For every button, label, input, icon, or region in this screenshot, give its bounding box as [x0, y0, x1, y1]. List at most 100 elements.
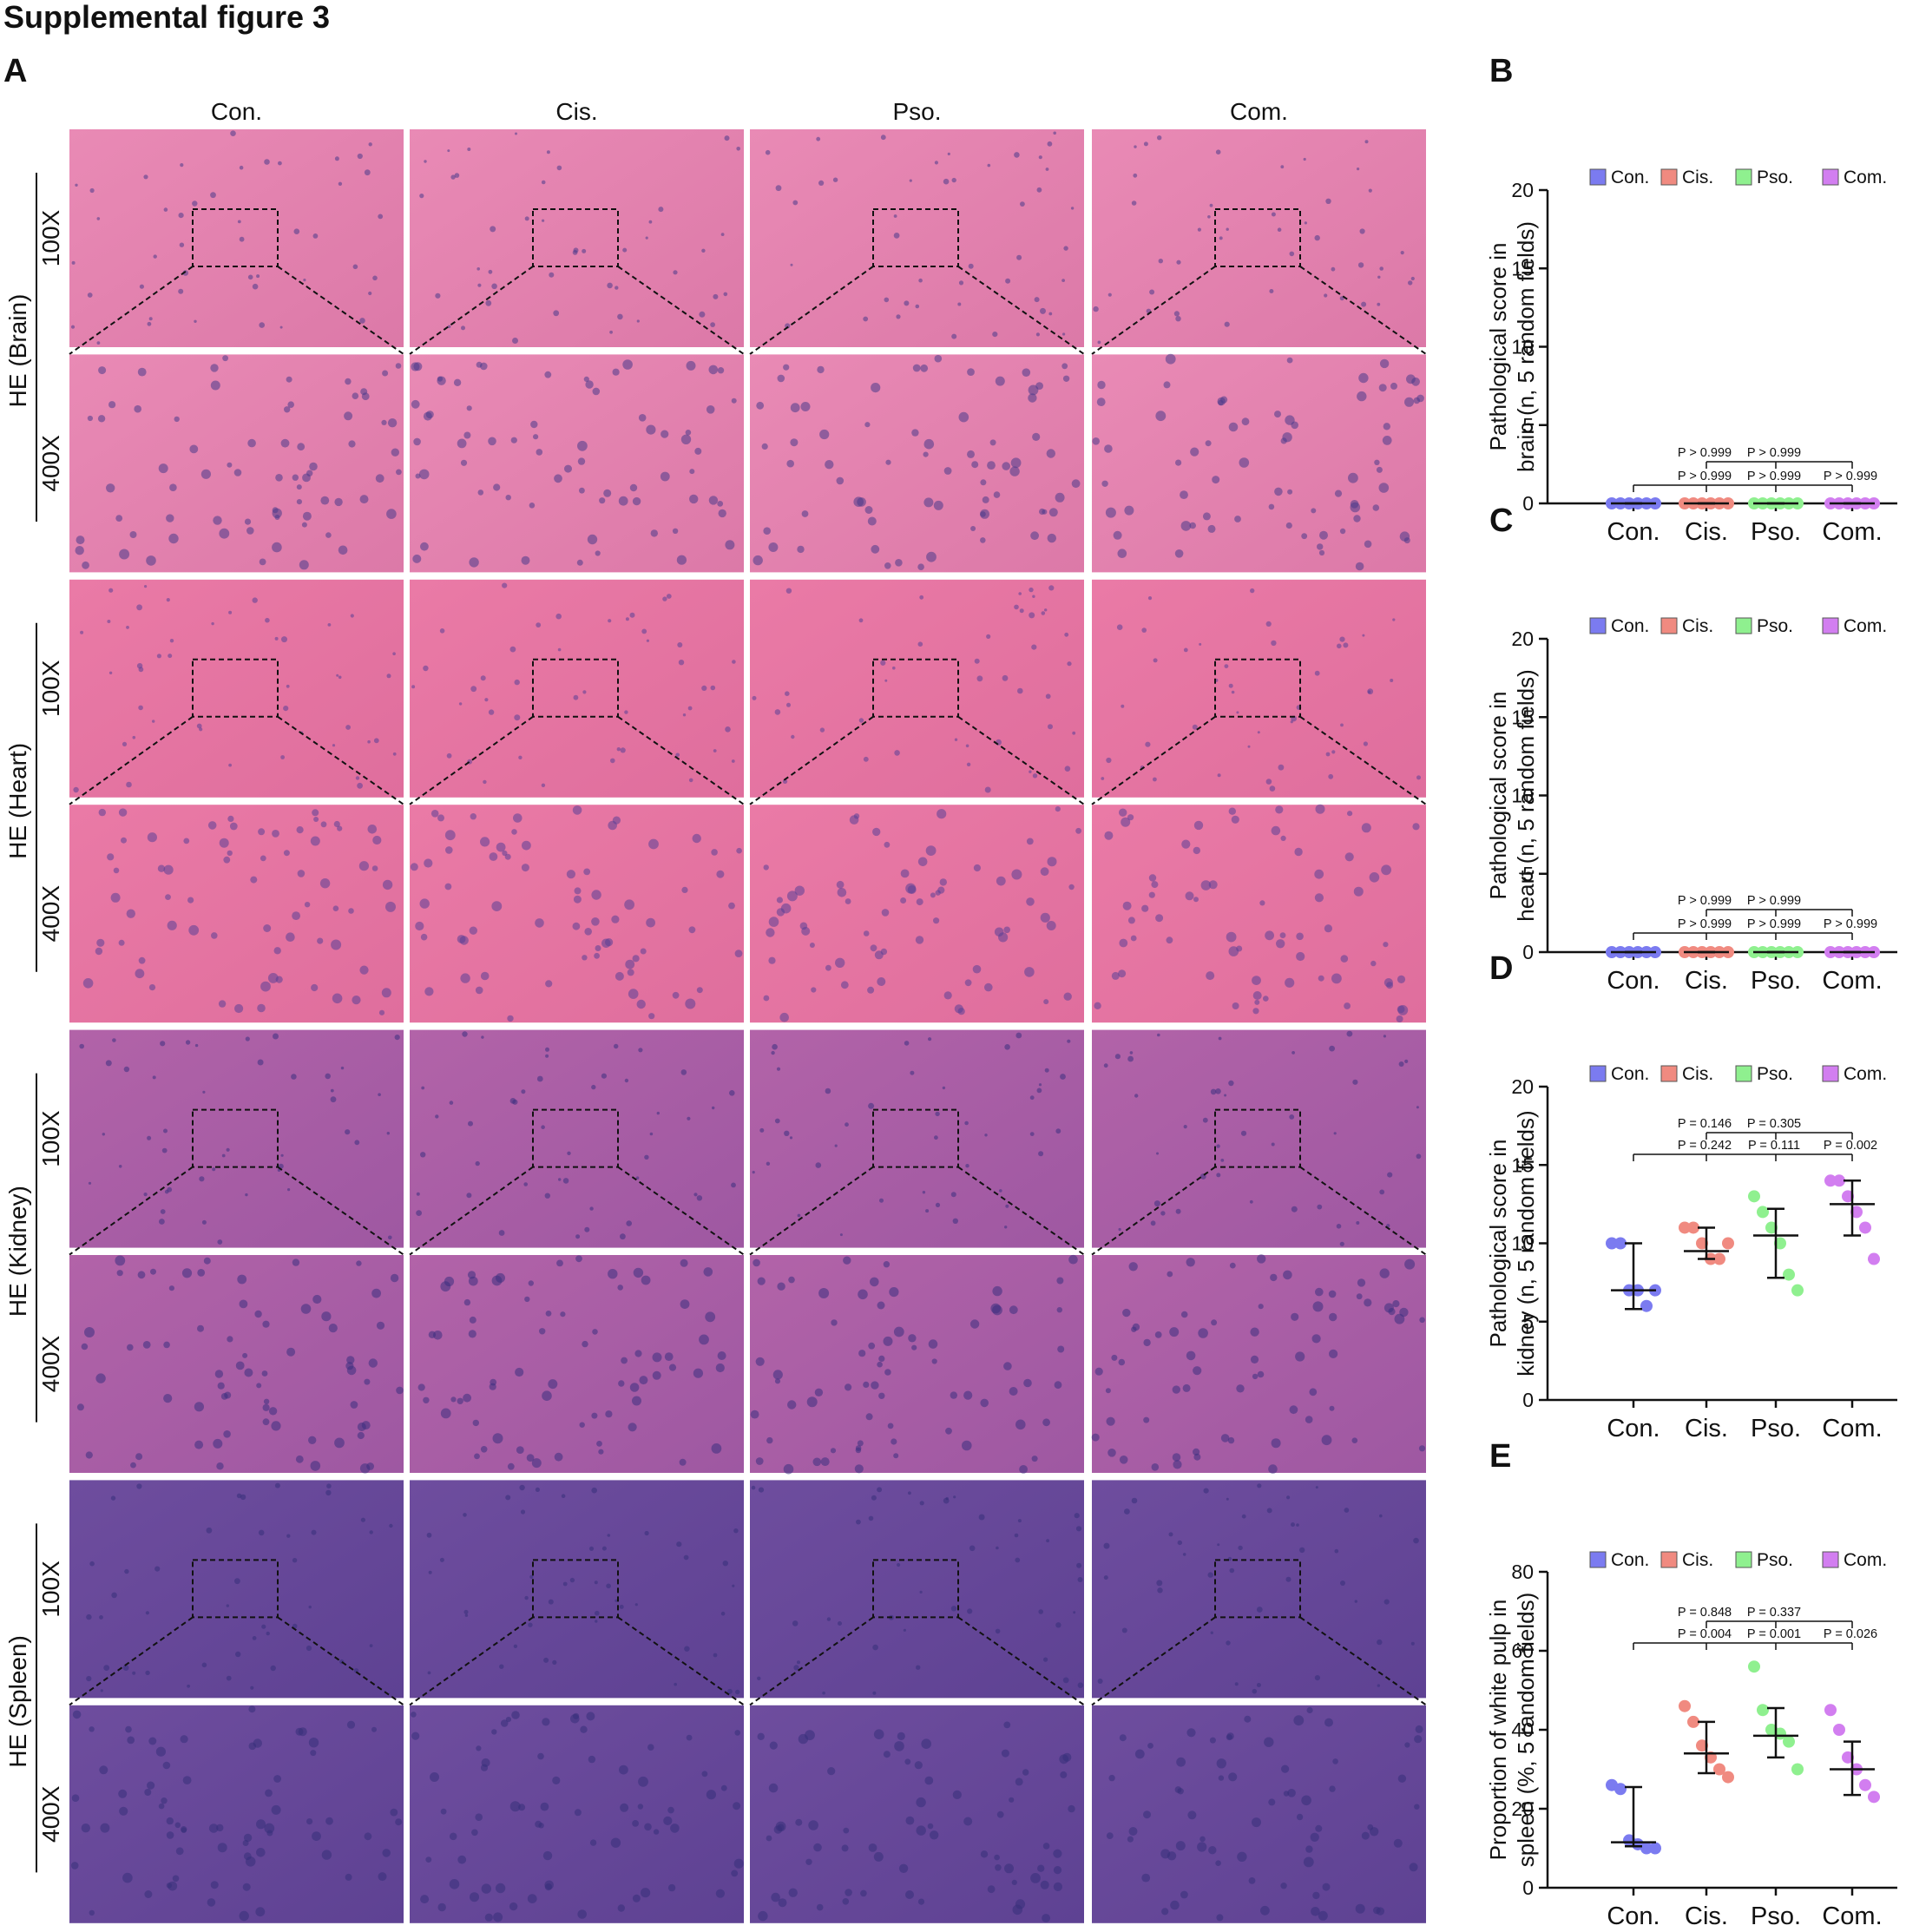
nucleus [450, 1396, 457, 1403]
nucleus [676, 1541, 682, 1548]
nucleus [445, 846, 453, 854]
nucleus [819, 727, 825, 733]
nucleus [1103, 1542, 1110, 1549]
nucleus [952, 1218, 959, 1225]
nucleus [147, 321, 152, 326]
nucleus [1044, 608, 1048, 612]
nucleus [652, 1370, 661, 1380]
nucleus [845, 898, 851, 904]
nucleus [337, 825, 343, 831]
nucleus [1340, 723, 1344, 727]
nucleus [636, 319, 640, 323]
nucleus [303, 279, 306, 282]
nucleus [457, 438, 467, 449]
nucleus [1259, 900, 1265, 906]
nucleus [187, 1684, 191, 1688]
nucleus [969, 1545, 976, 1552]
nucleus [420, 1895, 430, 1904]
nucleus [1344, 1508, 1350, 1513]
nucleus [1392, 618, 1396, 621]
legend-swatch [1589, 168, 1607, 186]
nucleus [258, 1529, 265, 1536]
nucleus [1180, 1311, 1188, 1318]
nucleus [632, 1396, 641, 1406]
nucleus [895, 559, 903, 567]
nucleus [1227, 1436, 1235, 1444]
nucleus [1264, 1737, 1274, 1747]
nucleus [415, 921, 424, 931]
nucleus [562, 1178, 569, 1184]
nucleus [1133, 173, 1138, 178]
nucleus [1019, 608, 1024, 614]
nucleus [887, 1423, 894, 1429]
magnification-label: 100X [37, 1561, 64, 1618]
nucleus [1067, 661, 1072, 667]
nucleus [1357, 391, 1367, 402]
nucleus [1294, 847, 1303, 857]
nucleus [1416, 1153, 1422, 1160]
tissue-texture [76, 1255, 404, 1474]
nucleus [428, 1331, 437, 1339]
nucleus [947, 152, 950, 155]
nucleus [395, 1818, 403, 1826]
nucleus [1198, 1328, 1208, 1338]
nucleus [372, 835, 382, 845]
nucleus [116, 1270, 123, 1277]
nucleus [1305, 1845, 1313, 1853]
nucleus [421, 1086, 425, 1090]
y-tick-label: 0 [1522, 1389, 1534, 1411]
nucleus [1291, 1312, 1299, 1321]
nucleus [496, 1272, 505, 1283]
nucleus [1151, 881, 1159, 889]
nucleus [779, 1012, 789, 1022]
nucleus [219, 838, 229, 848]
data-point [1850, 1206, 1863, 1219]
nucleus [1280, 437, 1287, 444]
tissue-texture [410, 805, 743, 1022]
nucleus [761, 443, 768, 450]
nucleus [575, 1234, 581, 1239]
nucleus [1416, 394, 1424, 403]
nucleus [1005, 278, 1011, 284]
nucleus [444, 830, 456, 841]
nucleus [617, 1904, 625, 1912]
nucleus [825, 1088, 831, 1094]
nucleus [108, 671, 113, 674]
nucleus [1011, 1879, 1017, 1885]
nucleus [939, 878, 948, 886]
nucleus [1121, 1627, 1127, 1633]
nucleus [1390, 382, 1397, 390]
nucleus [1031, 1456, 1038, 1462]
nucleus [157, 864, 166, 872]
nucleus [124, 1568, 129, 1574]
nucleus [424, 858, 433, 868]
histology-image [69, 129, 404, 347]
nucleus [1398, 1061, 1404, 1067]
nucleus [556, 165, 562, 171]
histology-image [410, 579, 744, 798]
nucleus [1224, 1094, 1227, 1097]
nucleus [541, 783, 546, 787]
nucleus [1067, 1039, 1071, 1043]
zoom-line [1091, 715, 1216, 805]
nucleus [350, 614, 354, 618]
nucleus [530, 420, 538, 429]
nucleus [228, 610, 233, 614]
nucleus [884, 562, 891, 569]
nucleus [1193, 820, 1204, 831]
nucleus [110, 892, 121, 903]
nucleus [1202, 1117, 1208, 1123]
nucleus [1252, 1688, 1258, 1694]
nucleus [371, 865, 378, 871]
nucleus [562, 1581, 568, 1587]
legend-swatch [1822, 1065, 1839, 1082]
y-tick-label: 10 [1511, 336, 1534, 358]
nucleus [84, 1327, 95, 1337]
nucleus [426, 1532, 432, 1538]
nucleus [601, 938, 611, 949]
nucleus [870, 1277, 879, 1287]
nucleus [987, 1885, 996, 1894]
nucleus [309, 462, 318, 471]
nucleus [1148, 874, 1157, 882]
nucleus [1015, 1032, 1022, 1039]
